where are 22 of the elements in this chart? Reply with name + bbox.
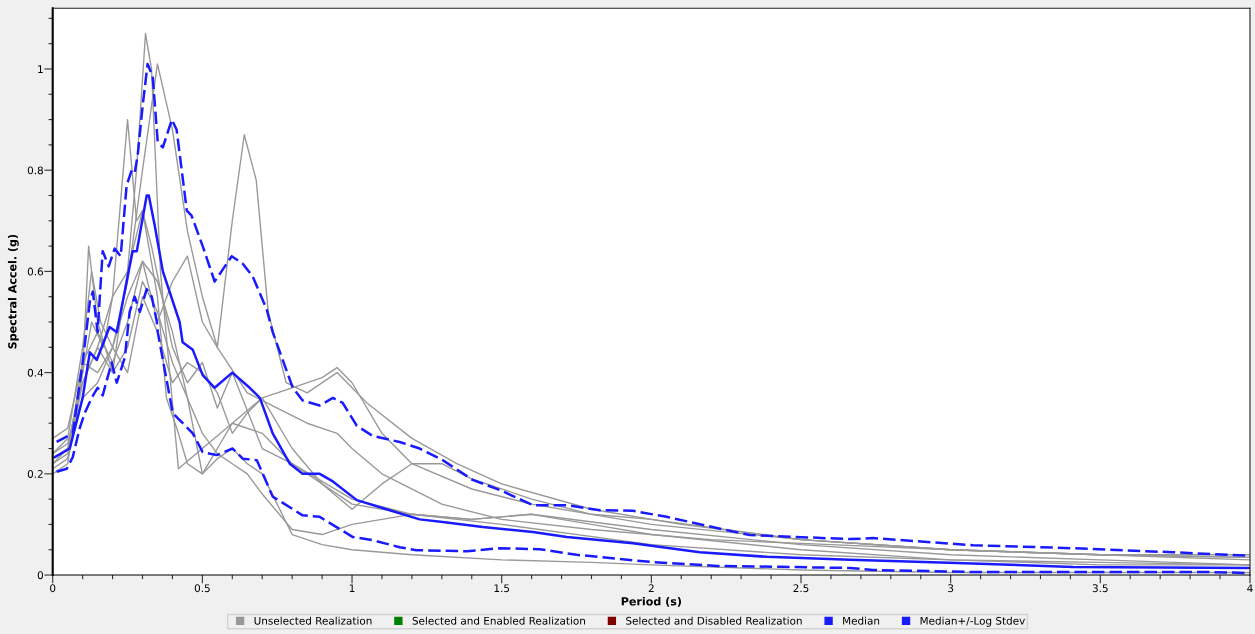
y-tick-label: 0: [37, 571, 43, 580]
x-tick-label: 3.5: [1092, 584, 1108, 593]
x-axis-title: Period (s): [621, 596, 681, 607]
x-tick-label: 3: [948, 584, 954, 593]
x-tick-label: 0: [50, 584, 56, 593]
legend-label: Unselected Realization: [254, 616, 372, 625]
legend-label: Selected and Enabled Realization: [412, 616, 585, 625]
x-tick-label: 2.5: [793, 584, 809, 593]
x-tick-label: 2: [648, 584, 654, 592]
x-tick-label: 4: [1247, 584, 1253, 592]
legend-label: Selected and Disabled Realization: [626, 616, 802, 625]
y-tick-label: 0.4: [27, 368, 44, 377]
y-tick-label: 0.2: [27, 470, 43, 478]
y-tick-label: 0.6: [27, 267, 44, 276]
x-tick-label: 1: [349, 584, 355, 592]
legend-label: Median+/-Log Stdev: [920, 616, 1025, 627]
y-tick-label: 0.8: [27, 166, 43, 175]
y-tick-label: 1: [38, 65, 43, 73]
y-axis-title: Spectral Accel. (g): [7, 234, 19, 349]
x-tick-label: 0.5: [194, 584, 210, 593]
x-tick-label: 1.5: [494, 584, 510, 593]
legend-label: Median: [843, 616, 880, 625]
